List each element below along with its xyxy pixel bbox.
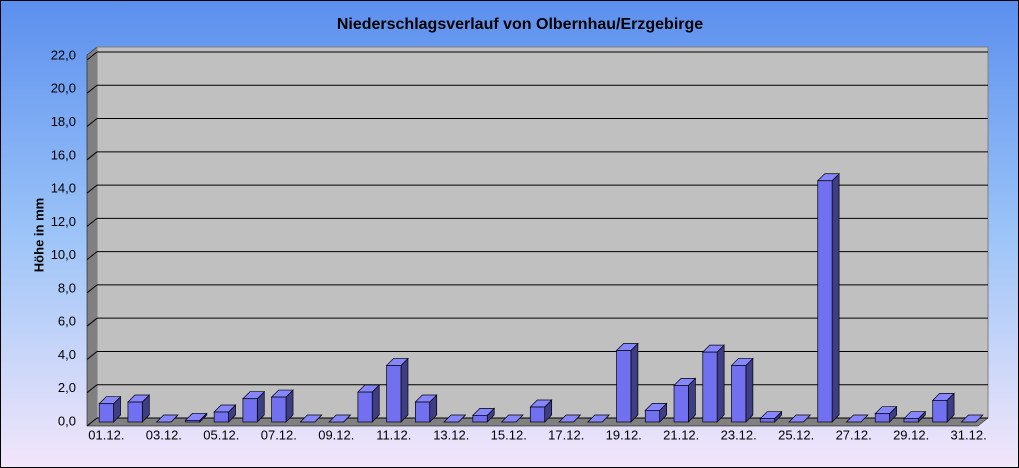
x-tick-label: 25.12. bbox=[778, 427, 814, 442]
bar bbox=[616, 350, 632, 423]
x-tick-label: 07.12. bbox=[261, 427, 297, 442]
y-axis-label: Höhe in mm bbox=[31, 198, 46, 272]
bar bbox=[874, 413, 890, 423]
bar bbox=[185, 419, 201, 423]
y-tick-label: 18,0 bbox=[51, 114, 76, 129]
bar-side bbox=[688, 377, 696, 423]
grid-line-side bbox=[86, 317, 98, 327]
x-tick-label: 31.12. bbox=[951, 427, 987, 442]
bar bbox=[731, 365, 747, 423]
y-tick-label: 2,0 bbox=[58, 380, 76, 395]
bar bbox=[98, 403, 114, 423]
bar-side bbox=[716, 344, 725, 423]
y-tick-label: 16,0 bbox=[51, 147, 76, 162]
x-tick-label: 05.12. bbox=[203, 427, 239, 442]
grid-line-side bbox=[86, 217, 98, 227]
bar bbox=[673, 385, 689, 423]
bar bbox=[529, 406, 546, 423]
y-tick-label: 22,0 bbox=[51, 47, 76, 62]
bar-top bbox=[328, 414, 352, 423]
bar bbox=[817, 180, 833, 423]
bar bbox=[702, 351, 718, 423]
bar bbox=[242, 398, 258, 423]
grid-line-side bbox=[86, 351, 98, 360]
bar-top bbox=[845, 414, 869, 423]
bar bbox=[472, 414, 488, 423]
y-tick-label: 10,0 bbox=[51, 247, 76, 262]
grid-line-side bbox=[86, 84, 98, 94]
x-tick-label: 11.12. bbox=[376, 427, 411, 442]
bar bbox=[759, 418, 775, 423]
bar bbox=[414, 401, 431, 423]
side-wall bbox=[86, 46, 98, 427]
x-tick-label: 09.12. bbox=[318, 427, 354, 442]
grid-line-side bbox=[86, 284, 98, 294]
y-tick-label: 20,0 bbox=[51, 81, 76, 96]
y-tick-label: 4,0 bbox=[58, 347, 76, 362]
x-tick-label: 01.12. bbox=[88, 427, 124, 442]
y-tick-label: 14,0 bbox=[51, 181, 76, 196]
bar-side bbox=[630, 342, 639, 423]
bar-side bbox=[831, 172, 840, 423]
bar-top bbox=[558, 414, 582, 423]
x-tick-label: 19.12. bbox=[606, 427, 642, 442]
x-tick-label: 15.12. bbox=[491, 427, 527, 442]
grid-line-side bbox=[86, 51, 98, 61]
grid-line-side bbox=[86, 118, 98, 127]
grid-line-side bbox=[86, 384, 98, 394]
grid-line-side bbox=[86, 184, 98, 194]
bar-top bbox=[443, 414, 467, 423]
bar bbox=[386, 365, 402, 423]
x-tick-label: 03.12. bbox=[146, 427, 182, 442]
bar bbox=[213, 411, 229, 423]
bar-side bbox=[400, 357, 409, 423]
y-tick-label: 0,0 bbox=[58, 413, 76, 428]
y-tick-label: 12,0 bbox=[51, 214, 76, 229]
x-tick-label: 13.12. bbox=[433, 427, 469, 442]
chart-title: Niederschlagsverlauf von Olbernhau/Erzge… bbox=[337, 16, 703, 33]
bar bbox=[932, 400, 948, 423]
bar bbox=[903, 418, 919, 423]
bar-top bbox=[586, 414, 611, 423]
bar-top bbox=[960, 414, 984, 423]
x-tick-label: 21.12. bbox=[663, 427, 699, 442]
bar bbox=[271, 396, 287, 423]
y-tick-label: 6,0 bbox=[58, 314, 76, 329]
bar-side bbox=[745, 357, 754, 423]
bar bbox=[127, 401, 143, 423]
y-tick-label: 8,0 bbox=[58, 280, 76, 295]
plot-wall bbox=[96, 46, 989, 419]
x-tick-label: 23.12. bbox=[721, 427, 757, 442]
grid-line-side bbox=[86, 417, 98, 427]
bar bbox=[644, 410, 661, 423]
bar-top bbox=[500, 414, 524, 423]
grid-line-side bbox=[86, 151, 98, 161]
x-tick-label: 29.12. bbox=[893, 427, 929, 442]
grid-line-side bbox=[86, 251, 98, 261]
bar-top bbox=[299, 414, 323, 423]
x-tick-label: 27.12. bbox=[836, 427, 872, 442]
x-tick-label: 17.12. bbox=[548, 427, 584, 442]
bar-top bbox=[788, 414, 812, 423]
bar bbox=[357, 391, 373, 423]
bar-top bbox=[155, 414, 179, 423]
